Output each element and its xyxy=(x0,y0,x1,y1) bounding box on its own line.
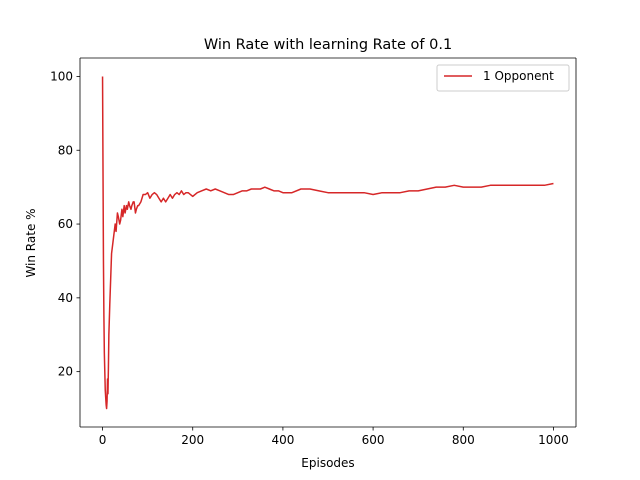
y-axis-title: Win Rate % xyxy=(24,208,38,277)
x-tick-label: 400 xyxy=(271,433,294,447)
x-ticks: 0 200 400 600 800 1000 xyxy=(99,427,569,447)
y-tick-label: 80 xyxy=(58,143,73,157)
series-line xyxy=(101,76,554,410)
x-tick-label: 0 xyxy=(99,433,107,447)
y-tick-label: 100 xyxy=(50,69,73,83)
series-layer xyxy=(101,76,554,410)
y-tick-label: 20 xyxy=(58,365,73,379)
legend: 1 Opponent xyxy=(436,64,570,92)
y-tick-label: 40 xyxy=(58,291,73,305)
plot-area: 0 200 400 600 800 1000 20 40 60 80 100 xyxy=(50,57,577,447)
x-tick-label: 600 xyxy=(362,433,385,447)
x-tick-label: 800 xyxy=(452,433,475,447)
x-tick-label: 1000 xyxy=(538,433,569,447)
x-tick-label: 200 xyxy=(181,433,204,447)
y-ticks: 20 40 60 80 100 xyxy=(50,69,80,379)
y-tick-label: 60 xyxy=(58,217,73,231)
x-axis-title: Episodes xyxy=(301,456,354,470)
legend-label: 1 Opponent xyxy=(483,69,554,83)
legend-box xyxy=(436,64,570,92)
chart-title: Win Rate with learning Rate of 0.1 xyxy=(204,37,452,53)
